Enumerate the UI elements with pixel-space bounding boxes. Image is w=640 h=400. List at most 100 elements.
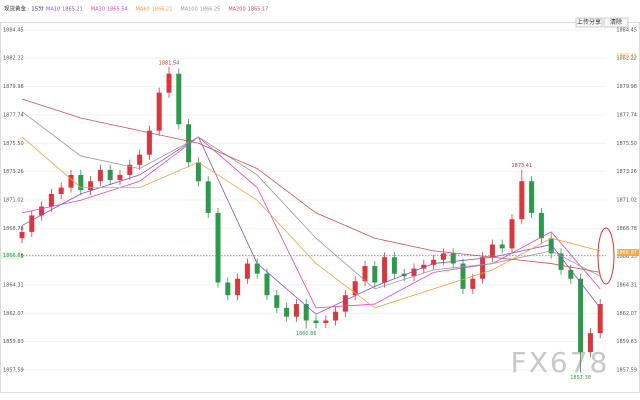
- y-tick-label-right: 1875.50: [616, 141, 637, 147]
- legend-name: MA30: [91, 7, 105, 13]
- candle-body: [470, 278, 476, 289]
- highlight-ellipse: [597, 227, 615, 285]
- legend-name: MA100: [180, 7, 197, 13]
- share-button-label[interactable]: 上传分享: [577, 18, 601, 26]
- candle-body: [303, 304, 309, 321]
- candle-body: [529, 181, 535, 213]
- candle-body: [205, 181, 211, 213]
- last-price-label: 1866.87: [616, 250, 637, 256]
- y-tick-label: 1857.59: [3, 368, 24, 374]
- candle-body: [519, 181, 525, 220]
- y-tick-label: 1868.78: [3, 226, 24, 232]
- candle-body: [460, 263, 466, 289]
- candle-body: [391, 257, 397, 274]
- candle-body: [411, 268, 417, 277]
- candle-body: [29, 215, 35, 232]
- candle-body: [568, 269, 574, 279]
- last-price-tag: [617, 249, 639, 257]
- y-tick-label-right: 1879.98: [616, 84, 637, 90]
- candle-body: [88, 181, 94, 191]
- candle-body: [254, 263, 260, 274]
- y-tick-label-right: 1862.07: [616, 311, 637, 317]
- ref-price-label: 1882.41: [616, 53, 637, 59]
- low-annotation: 1860.86: [296, 331, 317, 337]
- candle-body: [372, 266, 378, 283]
- watermark: FX678: [511, 346, 610, 379]
- legend-value: 1865.17: [248, 7, 269, 13]
- candle-body: [274, 295, 280, 308]
- y-tick-label-right: 1882.22: [616, 56, 637, 62]
- candle-body: [421, 264, 427, 269]
- candle-body: [313, 320, 319, 324]
- candle-body: [431, 259, 437, 265]
- candle-body: [137, 154, 143, 165]
- legend-value: 1865.21: [62, 7, 83, 13]
- candle-body: [225, 282, 231, 296]
- clear-button[interactable]: [603, 17, 629, 28]
- candle-body: [176, 73, 182, 125]
- y-tick-label-right: 1871.02: [616, 198, 637, 204]
- y-tick-label: 1882.22: [3, 56, 24, 62]
- high-annotation: 1873.41: [511, 163, 532, 169]
- y-tick-label: 1862.07: [3, 311, 24, 317]
- y-tick-label-right: 1873.26: [616, 169, 637, 175]
- candle-body: [323, 320, 329, 324]
- candle-body: [440, 253, 446, 260]
- legend-value: 1866.21: [152, 7, 173, 13]
- candle-body: [548, 238, 554, 254]
- y-tick-label-right: 1884.45: [616, 28, 637, 34]
- candle-body: [244, 263, 250, 279]
- candle-body: [78, 174, 84, 191]
- candle-body: [215, 212, 221, 283]
- y-tick-label-right: 1857.59: [616, 368, 637, 374]
- y-tick-label: 1877.74: [3, 112, 24, 118]
- candle-body: [97, 169, 103, 182]
- y-tick-label-right: 1866.55: [616, 254, 637, 260]
- y-tick-label: 1864.31: [3, 282, 24, 288]
- chart-title: 现货黄金 · 15分: [4, 5, 44, 13]
- y-tick-label: 1875.50: [3, 141, 24, 147]
- clear-button-label[interactable]: 清除: [610, 18, 622, 26]
- candle-body: [450, 253, 456, 264]
- candle-body: [558, 253, 564, 270]
- candle-body: [489, 244, 495, 258]
- candle-body: [578, 278, 584, 353]
- legend-value: 1866.25: [200, 7, 221, 13]
- candle-body: [597, 304, 603, 334]
- price-line-tag: [1, 252, 21, 260]
- candle-body: [480, 257, 486, 279]
- y-tick-label: 1873.26: [3, 169, 24, 175]
- legend-name: MA60: [136, 7, 150, 13]
- candle-body: [382, 257, 388, 283]
- candle-body: [48, 193, 54, 207]
- legend-value: 1865.54: [107, 7, 128, 13]
- candle-body: [127, 164, 133, 175]
- price-line-label: 1866.63: [3, 253, 24, 259]
- low-annotation: 1857.38: [570, 375, 591, 381]
- candle-body: [538, 212, 544, 239]
- legend-name: MA10: [46, 7, 60, 13]
- candle-body: [19, 231, 25, 239]
- candle-body: [342, 295, 348, 312]
- y-tick-label-right: 1864.31: [616, 282, 637, 288]
- candle-body: [58, 187, 64, 194]
- candle-body: [362, 266, 368, 282]
- candle-body: [333, 311, 339, 321]
- candle-body: [509, 219, 515, 249]
- candle-body: [352, 281, 358, 296]
- candle-body: [499, 244, 505, 249]
- candle-body: [284, 307, 290, 317]
- candles: [19, 66, 603, 373]
- share-button[interactable]: [575, 17, 603, 28]
- y-tick-label: 1871.02: [3, 198, 24, 204]
- y-tick-label: 1859.83: [3, 339, 24, 345]
- ma-line: [21, 98, 601, 273]
- candle-body: [235, 278, 241, 296]
- y-tick-label-right: 1877.74: [616, 112, 637, 118]
- candle-body: [264, 273, 270, 296]
- y-tick-label-right: 1868.78: [616, 226, 637, 232]
- candle-body: [39, 206, 45, 216]
- candle-body: [68, 174, 74, 188]
- candle-body: [293, 304, 299, 317]
